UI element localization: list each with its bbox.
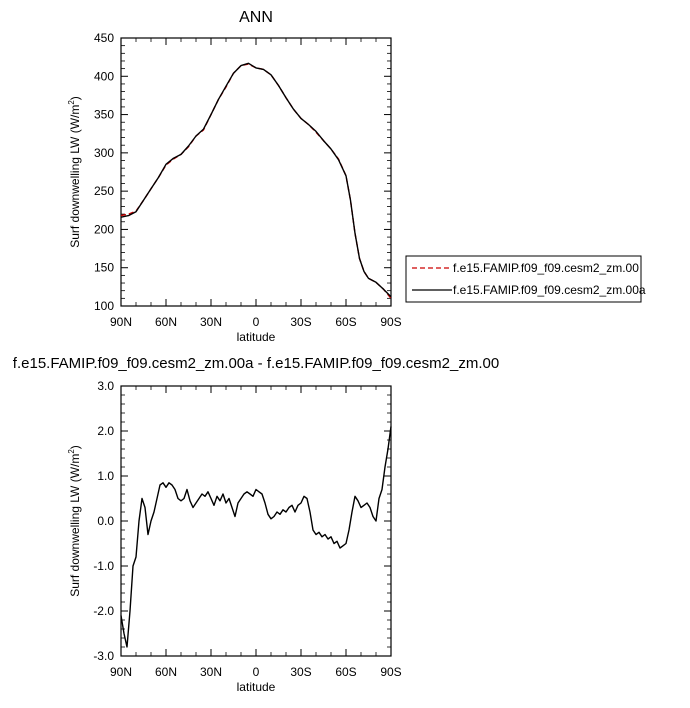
top-x-tick-label: 60N: [155, 315, 177, 329]
bottom-y-axis-label-close: ): [68, 445, 82, 449]
bottom-chart-title: f.e15.FAMIP.f09_f09.cesm2_zm.00a - f.e15…: [13, 355, 499, 372]
top-y-axis-label-close: ): [68, 96, 82, 100]
bottom-x-tick-label: 0: [253, 665, 260, 679]
top-y-tick-label: 150: [94, 261, 114, 275]
bottom-series-line-1: [120, 426, 392, 648]
top-x-tick-label: 90N: [110, 315, 132, 329]
bottom-y-axis-label-main: Surf downwelling LW (W/m: [68, 454, 82, 597]
top-y-tick-label: 250: [94, 184, 114, 198]
bottom-x-tick-label: 90N: [110, 665, 132, 679]
top-x-tick-label: 90S: [380, 315, 401, 329]
top-series-line-1: [120, 63, 392, 299]
bottom-x-axis-label: latitude: [237, 680, 276, 694]
top-y-axis-label: Surf downwelling LW (W/m2): [67, 96, 82, 248]
bottom-x-tick-label: 30S: [290, 665, 311, 679]
top-chart-title: ANN: [239, 9, 273, 26]
bottom-x-tick-label: 30N: [200, 665, 222, 679]
bottom-y-tick-label: -1.0: [93, 559, 114, 573]
top-x-axis-label: latitude: [237, 330, 276, 344]
bottom-x-tick-label: 60N: [155, 665, 177, 679]
top-y-tick-label: 100: [94, 299, 114, 313]
top-y-tick-label: 450: [94, 31, 114, 45]
top-x-tick-label: 0: [253, 315, 260, 329]
bottom-y-tick-label: 1.0: [97, 469, 114, 483]
top-x-tick-label: 30N: [200, 315, 222, 329]
legend-box: [405, 255, 642, 303]
top-y-tick-label: 350: [94, 108, 114, 122]
legend-label-series-2: f.e15.FAMIP.f09_f09.cesm2_zm.00a: [453, 283, 646, 297]
bottom-y-axis-label-sup: 2: [67, 449, 76, 454]
top-y-tick-label: 200: [94, 222, 114, 236]
bottom-y-tick-label: -2.0: [93, 604, 114, 618]
top-y-axis-label-sup: 2: [67, 100, 76, 105]
legend: f.e15.FAMIP.f09_f09.cesm2_zm.00 f.e15.FA…: [405, 255, 646, 303]
top-series-line-2: [120, 62, 392, 298]
top-y-tick-label: 300: [94, 146, 114, 160]
bottom-y-tick-label: 3.0: [97, 379, 114, 393]
bottom-x-tick-label: 90S: [380, 665, 401, 679]
bottom-y-tick-label: 2.0: [97, 424, 114, 438]
legend-label-series-1: f.e15.FAMIP.f09_f09.cesm2_zm.00: [453, 261, 639, 275]
top-x-tick-label: 60S: [335, 315, 356, 329]
top-y-tick-label: 400: [94, 69, 114, 83]
bottom-x-tick-label: 60S: [335, 665, 356, 679]
bottom-panel: f.e15.FAMIP.f09_f09.cesm2_zm.00a - f.e15…: [13, 355, 499, 694]
bottom-y-tick-label: 0.0: [97, 514, 114, 528]
top-panel: ANN 100 150 200 250 300 350 400 450 90N 60N 30N 0 30S…: [67, 9, 402, 344]
bottom-y-tick-label: -3.0: [93, 649, 114, 663]
bottom-y-axis-label: Surf downwelling LW (W/m2): [67, 445, 82, 597]
top-y-axis-label-main: Surf downwelling LW (W/m: [68, 105, 82, 248]
top-x-tick-label: 30S: [290, 315, 311, 329]
